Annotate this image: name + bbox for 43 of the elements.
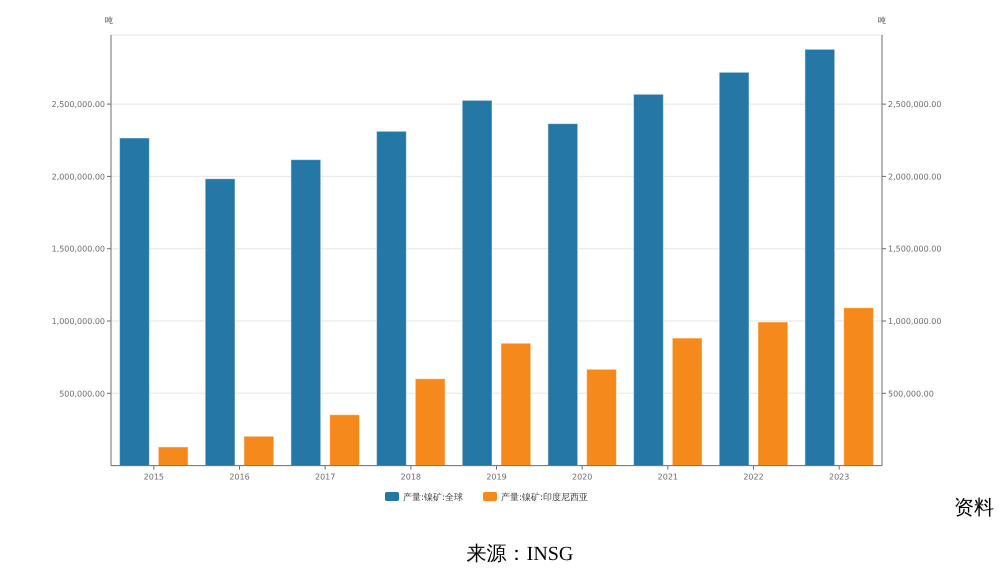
bar (843, 307, 874, 466)
text: 资料 (954, 497, 994, 519)
x-tick-label: 2020 (572, 472, 592, 482)
bar (547, 123, 578, 466)
bar (633, 94, 664, 466)
bar (586, 368, 617, 466)
bar (290, 159, 322, 466)
y2-tick-label: 1,500,000.00 (888, 244, 942, 254)
x-tick-label: 2021 (658, 472, 678, 482)
y-tick-label: 500,000.00 (59, 389, 105, 398)
bar (757, 322, 788, 466)
x-tick-label: 2017 (314, 472, 336, 482)
y-axis-title: 吨 (105, 16, 113, 25)
bar (329, 414, 360, 466)
legend-label: 产量:镍矿:印度尼西亚 (501, 492, 588, 503)
bar (462, 100, 493, 466)
y-tick-label: 1,000,000.00 (52, 317, 105, 326)
bar (243, 436, 274, 466)
x-tick-label: 2018 (400, 472, 422, 482)
bar (804, 48, 836, 466)
x-tick-label: 2016 (229, 472, 250, 482)
bar (204, 178, 236, 466)
y-tick-label: 2,000,000.00 (52, 172, 105, 182)
y2-tick-label: 1,000,000.00 (888, 317, 942, 326)
bar (500, 342, 532, 466)
y2-tick-label: 500,000.00 (888, 389, 934, 398)
bar (376, 130, 407, 466)
legend-label: 产量:镍矿:全球 (403, 492, 464, 503)
y2-tick-label: 2,500,000.00 (888, 100, 942, 110)
y-tick-label: 1,500,000.00 (52, 244, 105, 254)
y-tick-label: 2,500,000.00 (52, 100, 105, 110)
bar (718, 72, 750, 466)
x-tick-label: 2015 (144, 472, 164, 482)
bar (414, 378, 446, 466)
y2-tick-label: 2,000,000.00 (888, 172, 942, 182)
bar (672, 338, 703, 466)
x-tick-label: 2019 (486, 472, 507, 482)
x-tick-label: 2022 (743, 472, 764, 482)
bar (158, 446, 189, 466)
y2-axis-title: 吨 (878, 16, 886, 25)
x-tick-label: 2023 (828, 472, 850, 482)
source-note: 来源：INSG (466, 543, 574, 565)
bar (119, 137, 150, 466)
